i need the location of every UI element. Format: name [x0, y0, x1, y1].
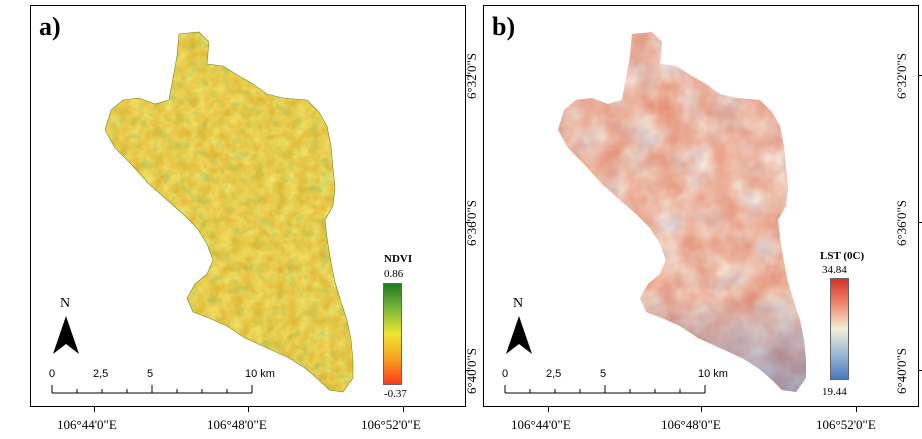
x-axis-label: 106°52'0"E — [361, 417, 421, 432]
y-axis-label: 6°32'0"S — [894, 52, 909, 100]
legend-max: 0.86 — [384, 268, 404, 280]
lst-map — [558, 32, 806, 392]
y-tick — [919, 75, 922, 76]
scale-label-10km: 10 km — [698, 368, 728, 380]
y-axis-label: 6°36'0"S — [894, 199, 909, 247]
y-tick — [466, 75, 471, 76]
legend-color-bar — [830, 278, 849, 380]
legend-max: 34.84 — [822, 264, 847, 276]
north-arrow-icon — [506, 316, 532, 354]
y-tick — [919, 370, 922, 371]
map-panel-lst: b) N 0 2,5 5 10 km LST (0C) 34.84 19.44 — [483, 5, 919, 407]
map-panel-ndvi: a) N 0 2,5 5 10 km NDVI 0.86 -0.37 — [30, 5, 466, 407]
scale-label-5: 5 — [147, 368, 154, 380]
x-tick — [94, 407, 95, 412]
north-label: N — [60, 296, 71, 311]
y-axis-label: 6°36'0"S — [464, 199, 479, 247]
y-axis-label: 6°40'0"S — [464, 347, 479, 395]
x-tick — [856, 407, 857, 412]
scale-label-0: 0 — [502, 368, 509, 380]
scale-bar-line — [504, 385, 706, 394]
panel-label: b) — [492, 12, 516, 41]
north-label: N — [513, 296, 524, 311]
y-tick — [466, 222, 471, 223]
x-axis-label: 106°48'0"E — [661, 417, 721, 432]
x-tick — [403, 407, 404, 412]
y-axis-label: 6°40'0"S — [894, 347, 909, 395]
x-axis-label: 106°44'0"E — [511, 417, 571, 432]
x-tick — [248, 407, 249, 412]
y-tick — [466, 370, 471, 371]
x-tick — [701, 407, 702, 412]
north-arrow-icon — [53, 316, 79, 354]
legend-title: NDVI — [384, 253, 413, 265]
scale-label-10km: 10 km — [245, 368, 275, 380]
north-arrow: N — [51, 296, 81, 358]
legend-min: 19.44 — [822, 386, 847, 398]
x-axis-label: 106°52'0"E — [816, 417, 876, 432]
scale-bar-line — [51, 385, 253, 394]
y-tick — [919, 222, 922, 223]
x-axis-label: 106°44'0"E — [57, 417, 117, 432]
legend-color-bar — [383, 283, 402, 385]
panel-label: a) — [39, 12, 61, 41]
x-tick — [548, 407, 549, 412]
scale-label-0: 0 — [49, 368, 56, 380]
y-axis-label: 6°32'0"S — [464, 52, 479, 100]
scale-label-2-5: 2,5 — [546, 368, 562, 380]
legend-title: LST (0C) — [820, 250, 865, 262]
legend-min: -0.37 — [384, 388, 407, 400]
x-axis-label: 106°48'0"E — [207, 417, 267, 432]
ndvi-map — [104, 31, 354, 393]
scale-label-2-5: 2,5 — [93, 368, 109, 380]
north-arrow: N — [504, 296, 534, 358]
scale-label-5: 5 — [600, 368, 607, 380]
